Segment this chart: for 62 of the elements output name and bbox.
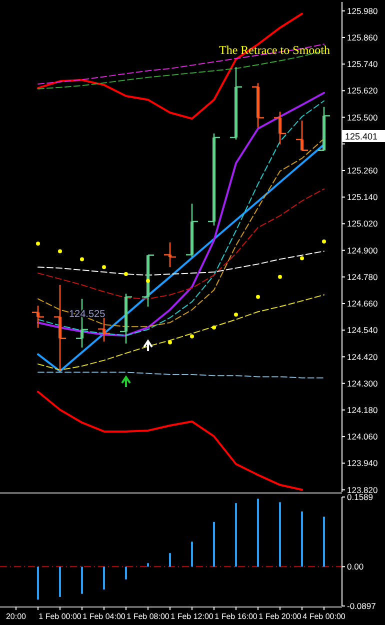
- point: [278, 274, 282, 279]
- point: [322, 239, 326, 244]
- y-tick-label: 123.820: [347, 484, 378, 495]
- text: 125.401: [345, 132, 378, 142]
- bar: [301, 511, 303, 567]
- bar: [147, 563, 149, 567]
- y-tick-label: 125.500: [347, 112, 378, 122]
- bar: [257, 498, 259, 567]
- y-tick-label: 123.940: [347, 458, 378, 468]
- x-tick-label: 4 Feb 00:00: [302, 612, 346, 621]
- y-tick-label: 125.260: [347, 166, 378, 176]
- bar: [191, 542, 193, 567]
- point: [300, 256, 304, 260]
- y-tick-label: 125.860: [347, 32, 378, 42]
- y-tick-label: 124.420: [347, 352, 378, 362]
- y-tick-label: 124.060: [347, 432, 378, 442]
- point: [102, 265, 106, 270]
- bar: [125, 566, 127, 580]
- y-tick-label: 125.740: [347, 59, 378, 70]
- y-tick-label: 125.140: [347, 192, 378, 202]
- x-tick-label: 1 Feb 08:00: [126, 612, 170, 621]
- x-tick-label: 1 Feb 20:00: [258, 612, 302, 621]
- y-tick-label: 124.540: [347, 325, 378, 336]
- line-series: [37, 390, 303, 491]
- bar: [59, 566, 61, 597]
- bar: [323, 516, 325, 567]
- point: [168, 340, 172, 344]
- x-tick-label: 1 Feb 16:00: [214, 612, 258, 621]
- y-tick-label: 0.00: [347, 562, 364, 572]
- bar: [81, 566, 83, 594]
- y-tick-label: 125.620: [347, 86, 378, 96]
- x-tick-label: 1 Feb 04:00: [82, 612, 126, 621]
- x-tick-label: 1 Feb 00:00: [38, 612, 82, 621]
- y-tick-label: 124.900: [347, 245, 378, 256]
- bar: [279, 502, 281, 567]
- point: [80, 257, 84, 262]
- x-tick-label: 1 Feb 12:00: [170, 612, 214, 621]
- point: [212, 325, 216, 330]
- bar: [213, 522, 215, 567]
- point: [256, 294, 260, 299]
- y-tick-label: 0.1589: [347, 492, 374, 502]
- y-tick-label: 124.180: [347, 404, 378, 415]
- point: [36, 242, 40, 246]
- x-tick-label: 20:00: [6, 612, 27, 621]
- y-tick-label: 124.780: [347, 272, 378, 282]
- line-series: [38, 294, 324, 371]
- bar: [37, 566, 39, 600]
- line-series: [38, 188, 324, 300]
- y-tick-label: 124.300: [347, 378, 378, 388]
- line-series: [38, 250, 324, 276]
- point: [190, 334, 194, 338]
- point: [146, 278, 150, 283]
- bar: [169, 553, 171, 567]
- y-tick-label: 125.020: [347, 218, 378, 229]
- y-tick-label: 125.980: [347, 6, 378, 16]
- point: [124, 272, 128, 276]
- point: [234, 312, 238, 317]
- bar: [103, 566, 105, 590]
- point: [58, 249, 62, 254]
- y-tick-label: 124.660: [347, 298, 378, 309]
- bar: [235, 503, 237, 567]
- y-tick-label: -0.0897: [347, 601, 376, 611]
